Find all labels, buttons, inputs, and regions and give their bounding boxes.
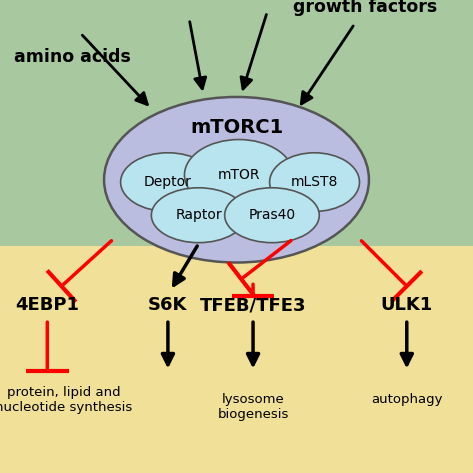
Text: growth factors: growth factors <box>293 0 438 16</box>
Text: 4EBP1: 4EBP1 <box>15 296 79 314</box>
Text: Deptor: Deptor <box>144 175 192 189</box>
Ellipse shape <box>270 153 359 211</box>
Text: mLST8: mLST8 <box>291 175 338 189</box>
Text: Raptor: Raptor <box>175 208 222 222</box>
Text: S6K: S6K <box>148 296 188 314</box>
Bar <box>0 0 473 246</box>
Text: amino acids: amino acids <box>14 48 131 66</box>
Ellipse shape <box>104 97 369 263</box>
Text: autophagy: autophagy <box>371 393 443 406</box>
Text: lysosome
biogenesis: lysosome biogenesis <box>218 393 289 421</box>
Text: TFEB/TFE3: TFEB/TFE3 <box>200 296 307 314</box>
Ellipse shape <box>225 188 319 243</box>
Ellipse shape <box>151 188 246 243</box>
Ellipse shape <box>121 153 215 211</box>
Text: protein, lipid and
nucleotide synthesis: protein, lipid and nucleotide synthesis <box>0 385 132 414</box>
Bar <box>0 246 473 473</box>
Ellipse shape <box>184 140 293 210</box>
Text: mTORC1: mTORC1 <box>190 118 283 137</box>
Text: mTOR: mTOR <box>218 168 260 182</box>
Text: Pras40: Pras40 <box>248 208 296 222</box>
Text: ULK1: ULK1 <box>381 296 433 314</box>
